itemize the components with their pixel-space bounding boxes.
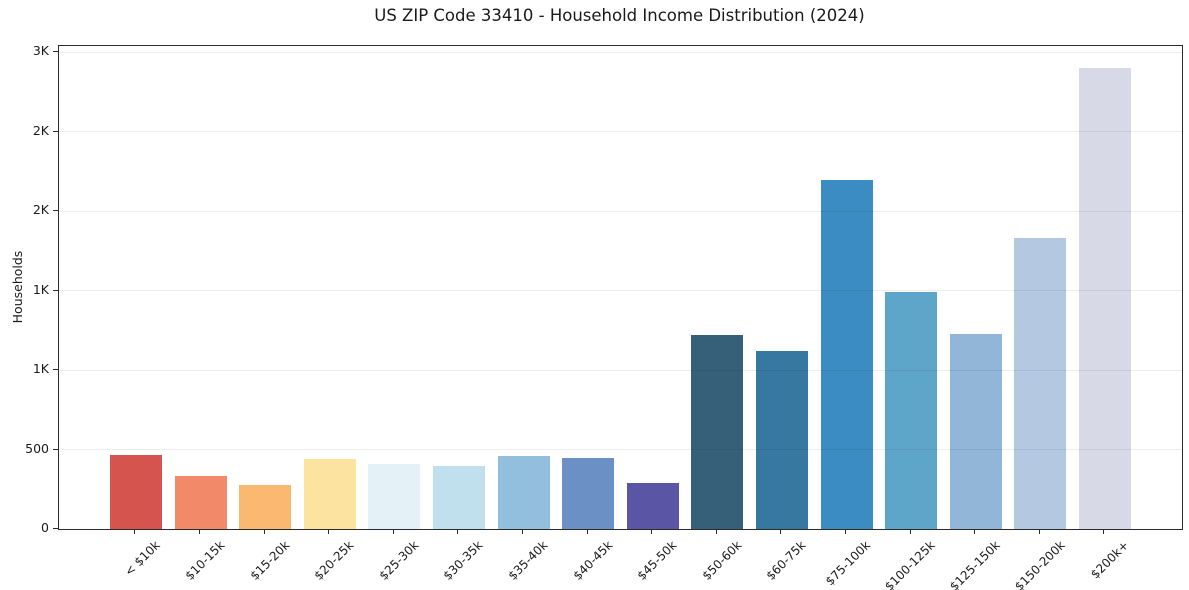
x-tick-label: $150-200k: [1011, 538, 1068, 590]
y-tick-label: 3K: [32, 43, 49, 59]
bar-$25-30k: [368, 463, 421, 529]
x-tick-label: $35-40k: [505, 538, 551, 583]
bar-$200k+: [1078, 67, 1131, 529]
x-tick-label: $45-50k: [634, 538, 680, 583]
y-tick-label: 1K: [32, 361, 49, 377]
y-tick-label: 2K: [32, 202, 49, 218]
bar-$35-40k: [497, 455, 550, 529]
x-tick-mark: [134, 529, 136, 534]
x-tick-mark: [1103, 529, 1105, 534]
y-tick-mark: [53, 289, 58, 291]
gridline: [59, 51, 1182, 53]
y-tick-label: 500: [25, 440, 49, 456]
x-tick-label: $20-25k: [311, 538, 357, 583]
x-tick-mark: [457, 529, 459, 534]
x-tick-mark: [199, 529, 200, 534]
bar-$45-50k: [626, 482, 679, 529]
bar-$40-45k: [562, 457, 615, 529]
x-tick-mark: [1038, 529, 1040, 534]
x-tick-label: $15-20k: [247, 538, 293, 583]
bar-$50-60k: [691, 335, 744, 529]
gridline: [59, 131, 1182, 133]
x-tick-label: $125-150k: [946, 538, 1003, 590]
x-tick-mark: [909, 529, 911, 534]
bar-$75-100k: [820, 179, 873, 529]
bar-$30-35k: [432, 465, 485, 529]
x-tick-label: $200k+: [1088, 538, 1132, 582]
x-tick-mark: [715, 529, 717, 534]
gridline: [59, 210, 1182, 212]
bar-$20-25k: [303, 458, 356, 529]
x-tick-label: < $10k: [121, 538, 163, 579]
x-tick-mark: [392, 529, 394, 534]
x-tick-label: $30-35k: [440, 538, 486, 583]
x-tick-label: $25-30k: [376, 538, 422, 583]
x-tick-mark: [586, 529, 588, 534]
bar-$60-75k: [755, 350, 808, 529]
x-tick-label: $50-60k: [699, 538, 745, 583]
x-tick-label: $40-45k: [570, 538, 616, 583]
bar-$10-15k: [174, 475, 227, 529]
y-tick-label: 1K: [32, 281, 49, 297]
bar-$150-200k: [1014, 238, 1067, 529]
y-tick-mark: [53, 528, 58, 529]
x-tick-label: $10-15k: [182, 538, 228, 583]
x-tick-mark: [974, 529, 976, 534]
y-tick-mark: [53, 448, 58, 450]
x-tick-mark: [651, 529, 653, 534]
bar-$100-125k: [885, 291, 938, 529]
x-tick-mark: [328, 529, 330, 534]
y-tick-label: 2K: [32, 122, 49, 138]
x-tick-mark: [845, 529, 846, 534]
y-tick-label: 0: [41, 520, 49, 535]
y-tick-mark: [53, 369, 58, 371]
x-tick-label: $60-75k: [763, 538, 809, 583]
plot-area: [58, 45, 1183, 530]
bar-$125-150k: [949, 333, 1002, 529]
x-tick-mark: [522, 529, 523, 534]
x-tick-label: $75-100k: [823, 538, 874, 589]
x-tick-mark: [263, 529, 265, 534]
y-tick-mark: [53, 51, 58, 53]
bar-< $10k: [109, 454, 162, 529]
y-tick-mark: [53, 210, 58, 212]
chart-title: US ZIP Code 33410 - Household Income Dis…: [374, 6, 865, 25]
x-tick-mark: [780, 529, 782, 534]
bar-$15-20k: [239, 485, 292, 529]
y-tick-mark: [53, 130, 58, 132]
x-tick-label: $100-125k: [882, 538, 939, 590]
